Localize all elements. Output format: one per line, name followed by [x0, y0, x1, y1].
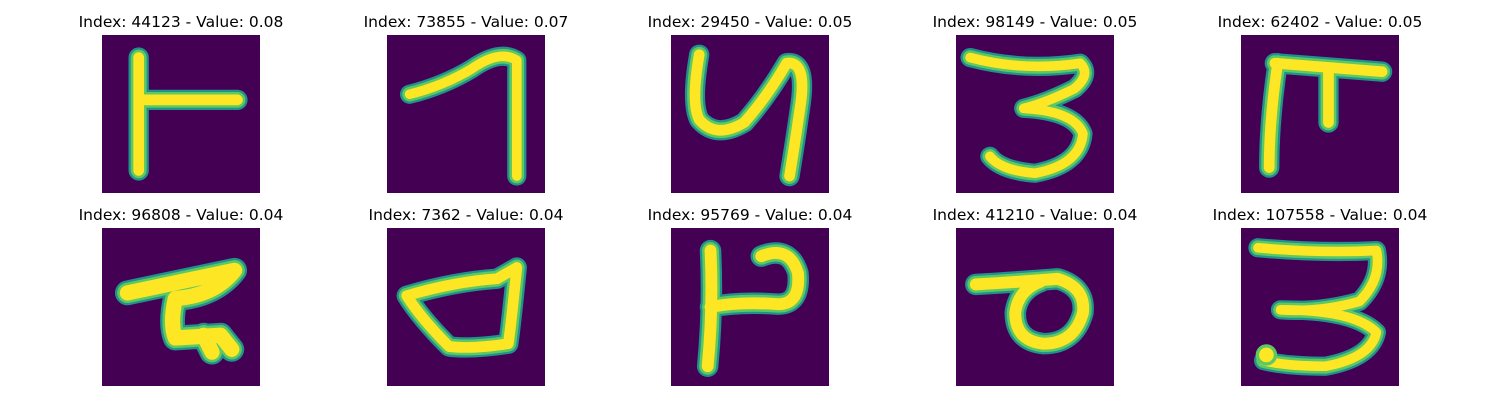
- panel-index: 62402: [1270, 13, 1320, 31]
- glyph-d-loop-shape-icon: [387, 228, 545, 386]
- panel-title: Index: 7362 - Value: 0.04: [368, 206, 564, 224]
- panel-value: 0.04: [1102, 206, 1138, 224]
- panel-index: 7362: [421, 206, 461, 224]
- panel-title: Index: 29450 - Value: 0.05: [647, 13, 853, 31]
- panel-index: 107558: [1265, 206, 1325, 224]
- panel-title: Index: 44123 - Value: 0.08: [78, 13, 284, 31]
- panel-value: 0.04: [528, 206, 564, 224]
- glyph-three-shape-icon: [956, 35, 1114, 193]
- panel-title: Index: 96808 - Value: 0.04: [78, 206, 284, 224]
- panel-index: 98149: [985, 13, 1035, 31]
- panel-value: 0.04: [1392, 206, 1428, 224]
- glyph-squiggle-shape-icon: [102, 228, 260, 386]
- panel-index: 73855: [416, 13, 466, 31]
- glyph-three-wide-shape-icon: [1241, 228, 1399, 386]
- panel-index: 95769: [700, 206, 750, 224]
- panel-index: 41210: [985, 206, 1035, 224]
- panel-title: Index: 107558 - Value: 0.04: [1212, 206, 1428, 224]
- panel-value: 0.04: [817, 206, 853, 224]
- panel-title: Index: 95769 - Value: 0.04: [647, 206, 853, 224]
- panel-value: 0.04: [248, 206, 284, 224]
- glyph-pi-shape-icon: [1241, 35, 1399, 193]
- glyph-t-shape-icon: [102, 35, 260, 193]
- panel-value: 0.08: [248, 13, 284, 31]
- panel-title: Index: 98149 - Value: 0.05: [932, 13, 1138, 31]
- panel-title: Index: 73855 - Value: 0.07: [363, 13, 569, 31]
- glyph-h-hook-shape-icon: [671, 228, 829, 386]
- glyph-seven-shape-icon: [387, 35, 545, 193]
- panel-index: 29450: [700, 13, 750, 31]
- panel-title: Index: 41210 - Value: 0.04: [932, 206, 1138, 224]
- panel-value: 0.07: [533, 13, 569, 31]
- panel-index: 44123: [131, 13, 181, 31]
- glyph-y-shape-icon: [671, 35, 829, 193]
- panel-value: 0.05: [817, 13, 853, 31]
- panel-value: 0.05: [1387, 13, 1423, 31]
- glyph-loop-o-shape-icon: [956, 228, 1114, 386]
- panel-index: 96808: [131, 206, 181, 224]
- panel-value: 0.05: [1102, 13, 1138, 31]
- panel-title: Index: 62402 - Value: 0.05: [1217, 13, 1423, 31]
